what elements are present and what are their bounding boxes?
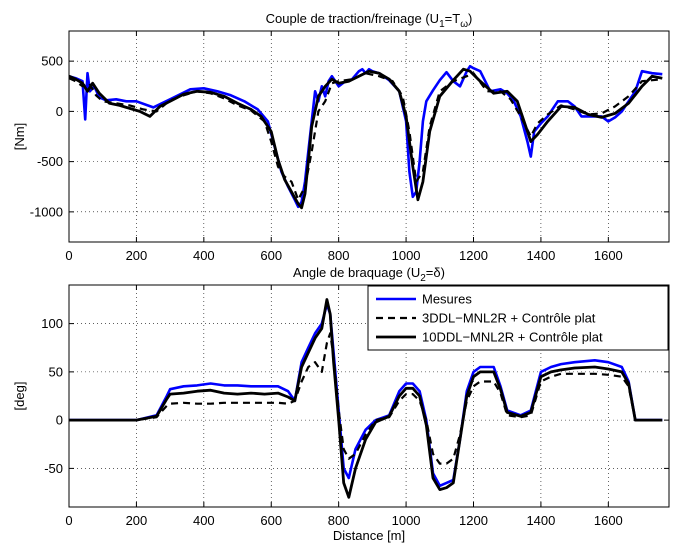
y-tick-label: -500 [37,154,63,169]
chart-panel-1: 0 200 400 600 800 1000 1200 1400 1600 -1000 -500 0 5… [12,11,670,263]
x-tick-label: 800 [328,513,350,528]
x-tick-label: 1200 [459,513,488,528]
x-tick-label: 1000 [392,513,421,528]
y-axis-label: [Nm] [12,123,27,150]
title-part: ) [468,11,472,26]
x-tick-label: 800 [328,248,350,263]
title-part: Couple de traction/freinage (U [266,11,439,26]
y-axis-label: [deg] [12,382,27,411]
axes-box [68,284,670,508]
plot-area [69,31,669,242]
title-part: =δ [426,265,441,280]
y-tick-label: -50 [44,461,63,476]
x-tick-label: 1600 [594,513,623,528]
x-tick-label: 600 [260,248,282,263]
chart-panel-2: 0 200 400 600 800 1000 1200 1400 1600 -50 0 50 100 An… [12,265,670,543]
x-tick-label: 200 [126,513,148,528]
chart-title: Couple de traction/freinage (U1=Tω) [266,11,473,30]
series-group [69,298,663,499]
legend-box [367,285,669,351]
x-tick-label: 1400 [526,248,555,263]
chart-title: Angle de braquage (U2=δ) [293,265,445,284]
x-tick-label: 0 [65,248,72,263]
x-tick-label: 1000 [392,248,421,263]
legend: Mesures 3DDL−MNL2R + Contrôle plat 10DDL−M… [367,285,669,351]
x-tick-label: 600 [260,513,282,528]
x-tick-label: 1400 [526,513,555,528]
x-tick-label: 400 [193,513,215,528]
title-part: =T [445,11,461,26]
axes-box [68,30,670,243]
y-tick-label: 500 [41,54,63,69]
y-tick-label: -1000 [30,204,63,219]
y-tick-label: 0 [56,104,63,119]
legend-entry-label: Mesures [422,292,472,307]
y-tick-label: 100 [41,316,63,331]
title-subscript: ω [460,19,468,30]
x-tick-label: 1200 [459,248,488,263]
series-line-3 [69,67,663,210]
series-line-1 [69,64,663,209]
x-axis-label: Distance [m] [333,528,405,543]
series-line-3 [69,298,663,499]
x-tick-label: 1600 [594,248,623,263]
title-subscript: 1 [439,19,445,30]
title-part: Angle de braquage (U [293,265,420,280]
series-group [69,64,663,210]
legend-entry-label: 10DDL−MNL2R + Contrôle plat [422,330,603,345]
title-part: ) [441,265,445,280]
series-line-2 [69,72,663,201]
legend-entry-label: 3DDL−MNL2R + Contrôle plat [422,311,596,326]
x-tick-label: 400 [193,248,215,263]
y-tick-label: 50 [49,364,63,379]
x-tick-label: 200 [126,248,148,263]
y-tick-label: 0 [56,413,63,428]
x-tick-label: 0 [65,513,72,528]
title-subscript: 2 [420,273,426,284]
